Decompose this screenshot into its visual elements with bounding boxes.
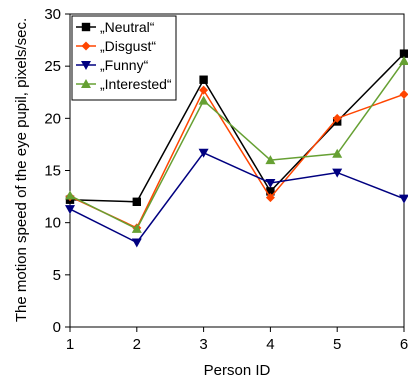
legend-label: „Funny“ (100, 57, 149, 73)
data-point (265, 193, 275, 203)
series-2 (65, 85, 408, 233)
legend-marker (81, 61, 91, 70)
series-3 (65, 148, 408, 248)
data-point (131, 223, 142, 233)
x-tick-label: 6 (400, 336, 408, 353)
x-tick-label: 5 (333, 336, 341, 353)
y-tick-label: 20 (44, 110, 61, 127)
y-tick-label: 5 (53, 267, 61, 284)
data-point (132, 197, 141, 206)
x-tick-label: 4 (266, 336, 274, 353)
x-tick-label: 1 (66, 336, 74, 353)
y-tick-label: 25 (44, 58, 61, 75)
data-point (399, 194, 408, 204)
data-point (65, 190, 75, 200)
data-point (332, 113, 342, 123)
series-line (69, 151, 405, 244)
legend-entry: „Interested“ (76, 76, 172, 92)
series-line (69, 53, 405, 203)
legend-entry: „Neutral“ (76, 19, 155, 35)
data-point (332, 148, 343, 158)
y-tick-label: 30 (44, 6, 61, 23)
legend-marker (81, 22, 91, 32)
x-axis-title: Person ID (204, 362, 271, 379)
data-point (332, 168, 343, 178)
x-tick-label: 3 (199, 336, 207, 353)
data-point (131, 238, 142, 248)
x-tick-label: 2 (133, 336, 141, 353)
data-point (199, 75, 208, 84)
y-tick-label: 0 (53, 319, 61, 336)
legend-marker (81, 41, 91, 51)
series-line (69, 60, 405, 230)
data-point (198, 148, 209, 158)
data-point (265, 155, 276, 165)
data-point (199, 85, 209, 95)
data-point (266, 187, 275, 196)
legend-label: „Interested“ (100, 76, 172, 92)
legend-label: „Disgust“ (100, 38, 156, 54)
data-point (265, 179, 276, 189)
y-axis-title: The motion speed of the eye pupil, pixel… (13, 18, 30, 322)
legend-label: „Neutral“ (100, 19, 155, 35)
y-tick-label: 15 (44, 163, 61, 180)
legend-entry: „Funny“ (76, 57, 149, 73)
legend: „Neutral“ „Disgust“ „Funny“ „Interested“ (71, 15, 177, 101)
series-line (69, 88, 405, 229)
legend-marker (81, 79, 91, 88)
y-tick-label: 10 (44, 215, 61, 232)
data-point (65, 205, 75, 215)
data-point (198, 95, 209, 105)
data-point (399, 89, 408, 99)
data-point (399, 55, 408, 65)
legend-entry: „Disgust“ (76, 38, 156, 54)
series-4 (65, 55, 408, 233)
data-point (399, 49, 408, 58)
